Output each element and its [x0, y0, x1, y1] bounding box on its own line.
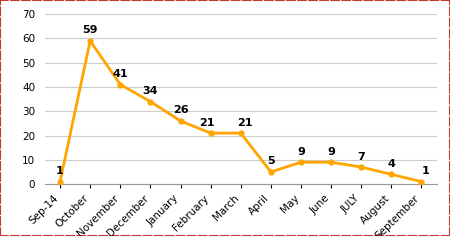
Text: 4: 4: [387, 159, 395, 169]
Text: 21: 21: [199, 118, 214, 127]
Text: 9: 9: [297, 147, 305, 157]
Text: 34: 34: [143, 86, 158, 96]
Text: 5: 5: [267, 156, 274, 166]
Text: 21: 21: [237, 118, 252, 127]
Text: 9: 9: [327, 147, 335, 157]
Text: 1: 1: [422, 166, 429, 176]
Text: 41: 41: [112, 69, 128, 79]
Text: 1: 1: [56, 166, 64, 176]
Text: 26: 26: [173, 105, 189, 115]
Text: 7: 7: [357, 152, 365, 161]
Text: 59: 59: [82, 25, 98, 35]
